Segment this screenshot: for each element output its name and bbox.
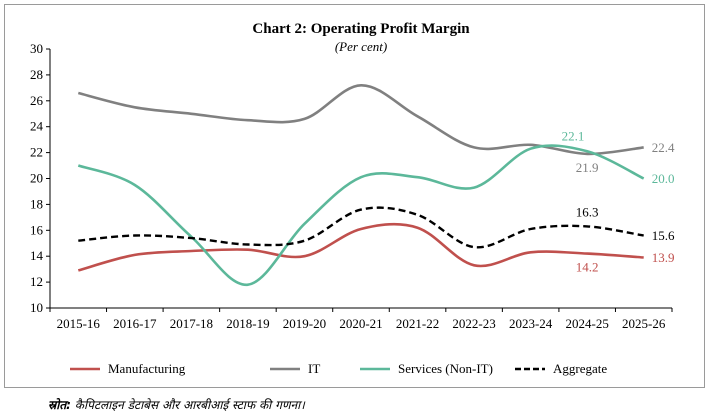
axes: 10 12 14 16 18 20 22 24 26 28 30 2015-16 2016-17 2017… [30, 41, 673, 331]
y-tick-label: 12 [30, 274, 43, 289]
y-tick-label: 22 [30, 145, 43, 160]
x-tick-label: 2023-24 [509, 316, 553, 331]
x-tick-label: 2018-19 [226, 316, 269, 331]
end-label-manufacturing: 13.9 [652, 250, 675, 265]
source-note: स्रोत: कैपिटलाइन डेटाबेस और आरबीआई स्टाफ… [48, 396, 305, 413]
end-label-it: 22.4 [652, 140, 675, 155]
x-tick-label: 2015-16 [57, 316, 101, 331]
y-tick-label: 24 [30, 119, 44, 134]
series-line-aggregate [78, 206, 644, 249]
callout-label-services-non-it: 22.1 [562, 129, 585, 144]
y-tick-label: 28 [30, 67, 43, 82]
x-tick-label: 2020-21 [339, 316, 382, 331]
x-tick-label: 2025-26 [622, 316, 666, 331]
chart-title: Chart 2: Operating Profit Margin [252, 21, 470, 37]
callout-label-aggregate: 16.3 [576, 204, 599, 219]
y-tick-label: 10 [30, 300, 43, 315]
y-tick-label: 26 [30, 93, 44, 108]
source-label: स्रोत: [48, 398, 71, 412]
legend-label-services-non-it: Services (Non-IT) [398, 361, 493, 376]
series-line-services-non-it [77, 144, 645, 287]
legend-label-manufacturing: Manufacturing [108, 361, 186, 376]
callout-label-manufacturing: 14.2 [576, 260, 599, 275]
chart-frame: Chart 2: Operating Profit Margin (Per ce… [4, 4, 705, 388]
callout-label-it: 21.9 [576, 160, 599, 175]
y-tick-label: 16 [30, 222, 44, 237]
chart-subtitle: (Per cent) [335, 39, 387, 54]
x-tick-label: 2016-17 [113, 316, 157, 331]
data-labels: 13.9 14.2 22.4 21.9 20.0 22.1 15.6 16.3 [562, 129, 675, 275]
x-tick-label: 2024-25 [566, 316, 609, 331]
line-chart: Chart 2: Operating Profit Margin (Per ce… [30, 21, 675, 376]
y-tick-label: 20 [30, 171, 43, 186]
source-text: कैपिटलाइन डेटाबेस और आरबीआई स्टाफ की गणन… [70, 398, 305, 412]
x-tick-label: 2017-18 [170, 316, 213, 331]
series-line-manufacturing [77, 222, 644, 272]
legend-label-aggregate: Aggregate [553, 361, 607, 376]
end-label-aggregate: 15.6 [652, 228, 675, 243]
x-tick-label: 2019-20 [283, 316, 326, 331]
y-tick-label: 18 [30, 196, 43, 211]
end-label-services-non-it: 20.0 [652, 171, 675, 186]
y-tick-label: 14 [30, 248, 44, 263]
y-tick-label: 30 [30, 41, 43, 56]
series-layer [77, 83, 645, 287]
x-tick-label: 2022-23 [452, 316, 495, 331]
legend-label-it: IT [308, 361, 320, 376]
legend: Manufacturing IT Services (Non-IT) Aggregat… [70, 361, 607, 376]
x-tick-label: 2021-22 [396, 316, 439, 331]
series-line-it [77, 83, 644, 156]
